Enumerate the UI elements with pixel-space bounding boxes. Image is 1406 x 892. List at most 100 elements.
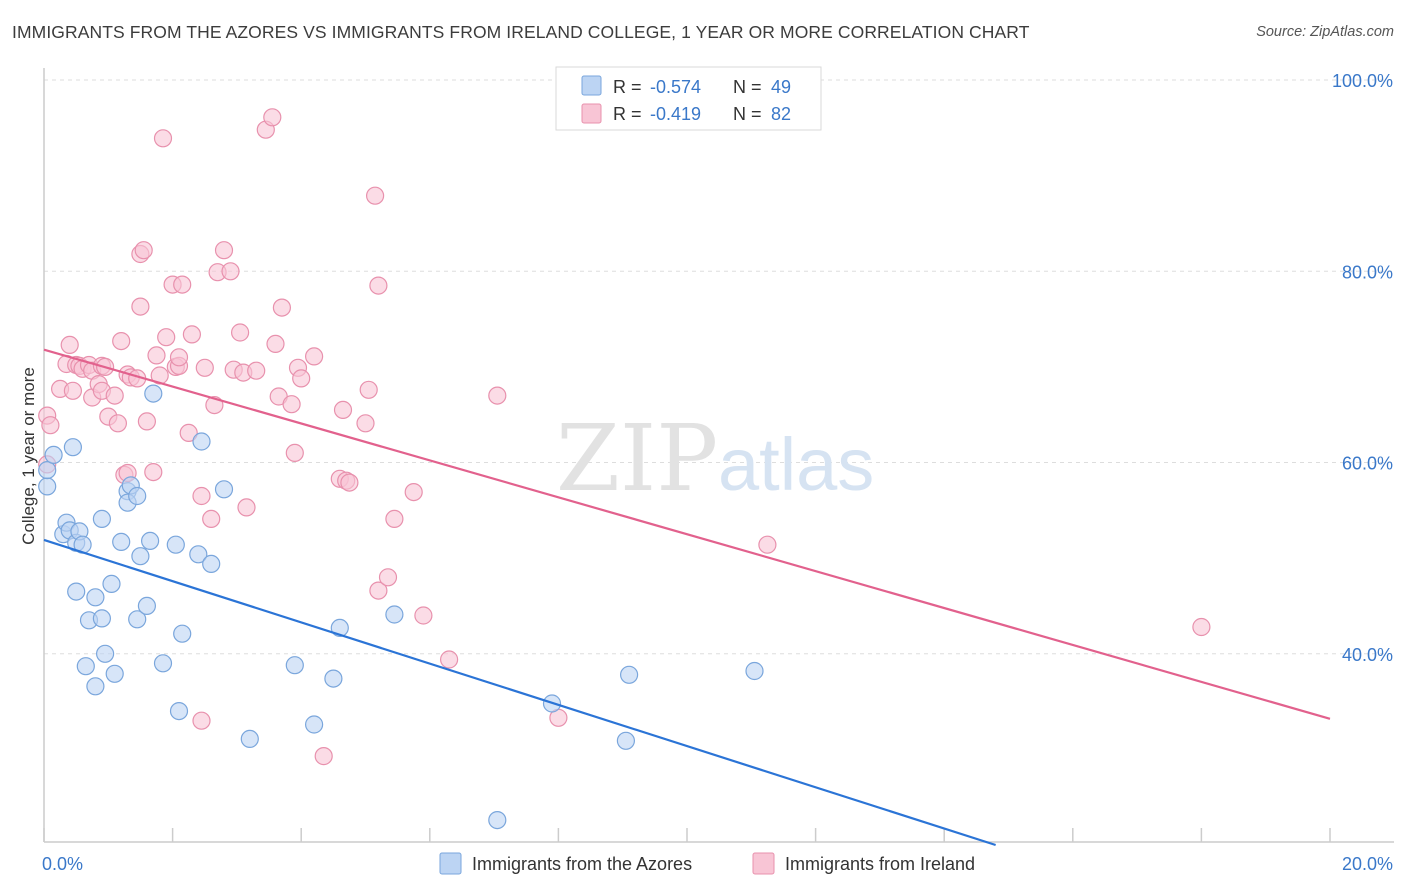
ireland-point: [134, 241, 153, 260]
ireland-point: [41, 416, 60, 435]
azores-point: [192, 432, 211, 451]
ireland-point: [157, 328, 176, 347]
y-tick-labels: 40.0% 60.0% 80.0% 100.0%: [1332, 71, 1393, 665]
watermark: ZIP atlas: [556, 405, 874, 512]
azores-point: [324, 669, 343, 688]
ireland-point: [285, 443, 304, 462]
azores-point: [745, 661, 764, 681]
chart-title: IMMIGRANTS FROM THE AZORES VS IMMIGRANTS…: [12, 22, 1030, 42]
azores-trend-line: [43, 538, 996, 847]
trend-lines: [43, 348, 1331, 847]
y-tick-label: 80.0%: [1342, 262, 1393, 282]
ireland-point: [488, 386, 507, 405]
ireland-trend-line: [43, 348, 1331, 720]
ireland-point: [366, 186, 385, 205]
stats-n-label: N =: [733, 104, 762, 124]
ireland-point: [182, 325, 201, 344]
y-tick-label: 40.0%: [1342, 645, 1393, 665]
ireland-point: [292, 369, 311, 388]
stats-legend-swatch-ireland: [581, 103, 602, 124]
stats-n-value: 49: [771, 77, 791, 97]
azores-point: [141, 531, 160, 551]
azores-point: [95, 644, 115, 663]
stats-r-value: -0.574: [650, 77, 701, 97]
ireland-point: [404, 483, 423, 502]
ireland-point: [192, 711, 211, 730]
watermark-zip: ZIP: [556, 405, 718, 512]
ireland-point: [314, 746, 333, 766]
azores-point: [189, 545, 208, 564]
azores-point: [616, 731, 636, 750]
stats-legend-swatch-azores: [581, 75, 602, 96]
y-axis-label: College, 1 year or more: [19, 367, 38, 545]
azores-point: [153, 654, 173, 673]
y-tick-label: 60.0%: [1342, 454, 1393, 474]
azores-point: [385, 605, 404, 624]
ireland-point: [147, 346, 166, 365]
azores-point: [144, 384, 163, 403]
azores-point: [128, 610, 147, 629]
azores-point: [166, 535, 185, 554]
ireland-point: [440, 650, 459, 669]
ireland-point: [282, 395, 301, 414]
azores-point: [76, 657, 95, 676]
x-tick-label: 0.0%: [42, 854, 83, 874]
ireland-point: [247, 361, 266, 380]
azores-point: [137, 596, 156, 616]
stats-r-value: -0.419: [650, 104, 701, 124]
ireland-point: [131, 297, 150, 316]
ireland-point: [173, 275, 192, 294]
x-tick-labels: 0.0% 20.0%: [42, 854, 1393, 874]
azores-point: [619, 665, 639, 684]
series-azores-points: [38, 384, 764, 830]
azores-point: [128, 486, 147, 506]
series-legend: Immigrants from the Azores Immigrants fr…: [439, 852, 975, 875]
ireland-point: [192, 486, 211, 506]
ireland-point: [214, 241, 234, 260]
watermark-atlas: atlas: [718, 423, 874, 506]
azores-point: [44, 445, 63, 464]
azores-point: [131, 547, 150, 566]
azores-point: [169, 701, 189, 721]
ireland-point: [369, 581, 388, 600]
azores-point: [173, 624, 192, 643]
azores-point: [86, 588, 105, 607]
azores-point: [240, 729, 259, 749]
ireland-point: [1192, 617, 1211, 637]
ireland-point: [112, 332, 131, 351]
y-tick-label: 100.0%: [1332, 71, 1393, 91]
ireland-point: [195, 358, 214, 377]
legend-swatch-ireland: [752, 852, 775, 875]
azores-point: [202, 554, 221, 574]
legend-label-ireland: Immigrants from Ireland: [785, 854, 975, 874]
ireland-point: [758, 535, 777, 554]
azores-point: [214, 480, 234, 499]
ireland-point: [237, 498, 256, 517]
ireland-point: [137, 412, 156, 431]
azores-point: [330, 618, 349, 638]
ireland-point: [305, 347, 324, 366]
stats-r-label: R =: [613, 104, 642, 124]
x-tick-label: 20.0%: [1342, 854, 1393, 874]
azores-point: [38, 461, 57, 480]
ireland-point: [153, 129, 173, 148]
ireland-point: [266, 334, 285, 353]
stats-legend: R = -0.574 N = 49 R = -0.419 N = 82: [555, 66, 822, 131]
azores-point: [38, 477, 57, 496]
ireland-point: [378, 568, 398, 587]
azores-point: [92, 609, 112, 628]
azores-point: [86, 677, 105, 696]
ireland-point: [231, 323, 250, 342]
stats-n-value: 82: [771, 104, 791, 124]
ireland-point: [108, 414, 128, 433]
legend-label-azores: Immigrants from the Azores: [472, 854, 692, 874]
ireland-point: [179, 423, 198, 442]
ireland-point: [221, 262, 240, 281]
legend-swatch-azores: [439, 852, 462, 875]
ireland-point: [60, 335, 79, 354]
azores-point: [305, 715, 324, 734]
ireland-point: [356, 414, 375, 433]
ireland-point: [169, 348, 189, 367]
ireland-point: [369, 276, 388, 295]
